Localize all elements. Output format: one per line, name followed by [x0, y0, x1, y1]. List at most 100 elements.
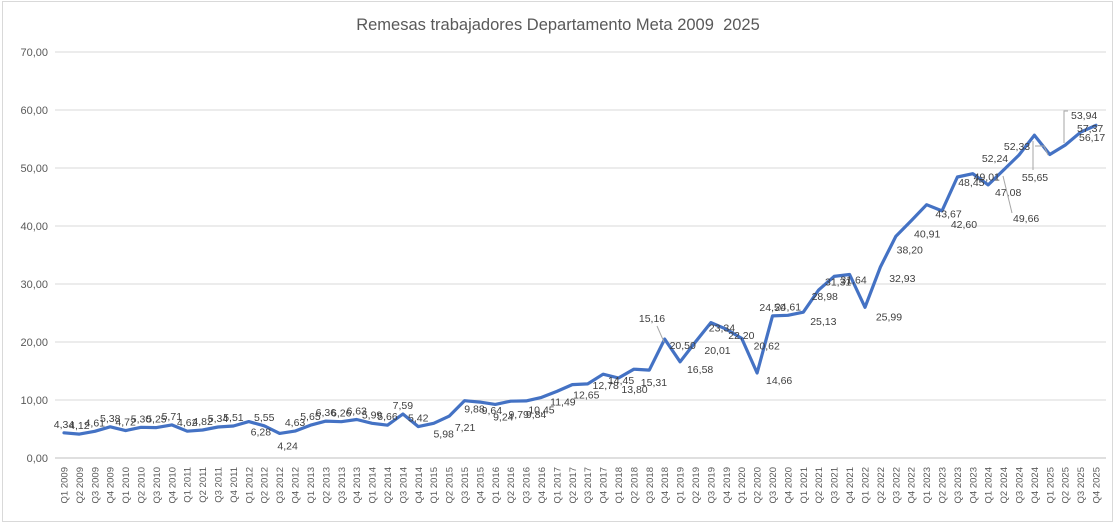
data-label: 5,98: [433, 428, 454, 440]
x-tick-label: Q4 2017: [599, 467, 610, 503]
x-tick-label: Q2 2011: [198, 467, 209, 503]
x-tick-label: Q4 2016: [537, 467, 548, 503]
x-tick-label: Q3 2011: [214, 467, 225, 503]
label-leader-line: [656, 325, 665, 343]
x-tick-label: Q4 2013: [352, 467, 363, 503]
data-label: 4,34: [54, 419, 75, 431]
y-tick-label: 0,00: [27, 453, 48, 465]
data-label: 47,08: [995, 187, 1021, 199]
x-tick-label: Q2 2014: [383, 467, 394, 503]
data-label: 5,55: [254, 412, 275, 424]
x-tick-label: Q3 2016: [522, 467, 533, 503]
x-tick-label: Q3 2022: [891, 467, 902, 503]
data-label: 6,63: [346, 406, 367, 418]
data-label: 12,78: [593, 380, 619, 392]
x-tick-label: Q1 2010: [121, 467, 132, 503]
x-tick-label: Q2 2020: [753, 467, 764, 503]
x-tick-label: Q2 2012: [260, 467, 271, 503]
x-tick-label: Q1 2019: [676, 467, 687, 503]
data-label: 6,28: [251, 427, 272, 439]
data-label: 5,25: [146, 414, 167, 426]
data-label: 24,61: [775, 301, 801, 313]
data-label: 24,50: [759, 302, 785, 314]
data-label: 15,16: [639, 313, 665, 325]
x-tick-label: Q1 2011: [183, 467, 194, 503]
x-tick-label: Q2 2010: [137, 467, 148, 503]
x-tick-label: Q2 2022: [876, 467, 887, 503]
x-tick-label: Q1 2009: [60, 467, 71, 503]
y-tick-label: 50,00: [20, 163, 48, 175]
x-tick-label: Q3 2024: [1014, 467, 1025, 503]
x-tick-label: Q4 2012: [291, 467, 302, 503]
x-tick-label: Q3 2009: [90, 467, 101, 503]
x-tick-label: Q2 2021: [814, 467, 825, 503]
data-label: 12,65: [573, 390, 599, 402]
data-label: 9,64: [482, 405, 503, 417]
data-label: 25,13: [810, 316, 836, 328]
x-tick-label: Q4 2024: [1030, 467, 1041, 503]
data-label: 15,31: [641, 377, 667, 389]
data-label: 14,45: [608, 375, 634, 387]
x-tick-label: Q1 2020: [737, 467, 748, 503]
x-tick-label: Q2 2024: [999, 467, 1010, 503]
data-label: 9,79: [508, 409, 529, 421]
y-tick-label: 10,00: [20, 395, 48, 407]
x-tick-label: Q4 2011: [229, 467, 240, 503]
y-tick-label: 70,00: [20, 47, 48, 59]
x-tick-label: Q2 2023: [937, 467, 948, 503]
y-tick-label: 60,00: [20, 105, 48, 117]
data-label: 5,30: [131, 413, 152, 425]
label-leader-line: [1035, 145, 1049, 156]
data-label: 4,62: [177, 417, 198, 429]
data-label: 4,82: [192, 416, 213, 428]
data-label: 52,33: [1004, 141, 1030, 153]
x-tick-label: Q4 2022: [907, 467, 918, 503]
x-tick-label: Q4 2015: [475, 467, 486, 503]
x-tick-label: Q3 2020: [768, 467, 779, 503]
x-tick-label: Q1 2014: [368, 467, 379, 503]
data-label: 56,17: [1079, 132, 1105, 144]
data-label: 7,21: [455, 422, 476, 434]
x-tick-label: Q4 2019: [722, 467, 733, 503]
data-label: 48,45: [958, 177, 984, 189]
data-label: 5,42: [408, 413, 429, 425]
data-label: 53,94: [1071, 110, 1097, 122]
data-label: 32,93: [889, 273, 915, 285]
x-tick-label: Q3 2015: [460, 467, 471, 503]
data-label: 5,71: [162, 411, 183, 423]
x-tick-label: Q2 2013: [321, 467, 332, 503]
x-tick-label: Q1 2022: [860, 467, 871, 503]
series-line: [62, 123, 1098, 436]
x-tick-label: Q3 2025: [1076, 467, 1087, 503]
data-label: 40,91: [914, 229, 940, 241]
x-tick-label: Q3 2018: [645, 467, 656, 503]
data-label: 42,60: [951, 219, 977, 231]
data-label: 13,80: [621, 384, 647, 396]
data-label: 38,20: [897, 244, 923, 256]
data-label: 31,64: [840, 274, 866, 286]
x-tick-label: Q3 2021: [830, 467, 841, 503]
data-label: 10,45: [528, 404, 554, 416]
x-tick-label: Q4 2018: [660, 467, 671, 503]
data-label: 6,36: [316, 407, 337, 419]
label-leader-line: [1002, 175, 1013, 214]
x-tick-label: Q4 2010: [167, 467, 178, 503]
x-tick-label: Q2 2009: [75, 467, 86, 503]
label-leader-line: [1063, 110, 1068, 143]
x-tick-label: Q4 2021: [845, 467, 856, 503]
data-label: 4,72: [115, 417, 136, 429]
data-label: 6,26: [331, 408, 352, 420]
x-tick-label: Q4 2009: [106, 467, 117, 503]
x-tick-label: Q2 2025: [1061, 467, 1072, 503]
x-tick-label: Q2 2016: [506, 467, 517, 503]
data-label: 9,24: [493, 411, 514, 423]
data-label: 49,66: [1013, 213, 1039, 225]
data-label: 7,59: [393, 400, 414, 412]
x-tick-label: Q1 2017: [552, 467, 563, 503]
data-label: 14,66: [766, 375, 792, 387]
data-label: 57,37: [1077, 123, 1103, 135]
data-label: 20,62: [754, 340, 780, 352]
x-tick-label: Q3 2017: [583, 467, 594, 503]
data-label: 16,58: [687, 364, 713, 376]
